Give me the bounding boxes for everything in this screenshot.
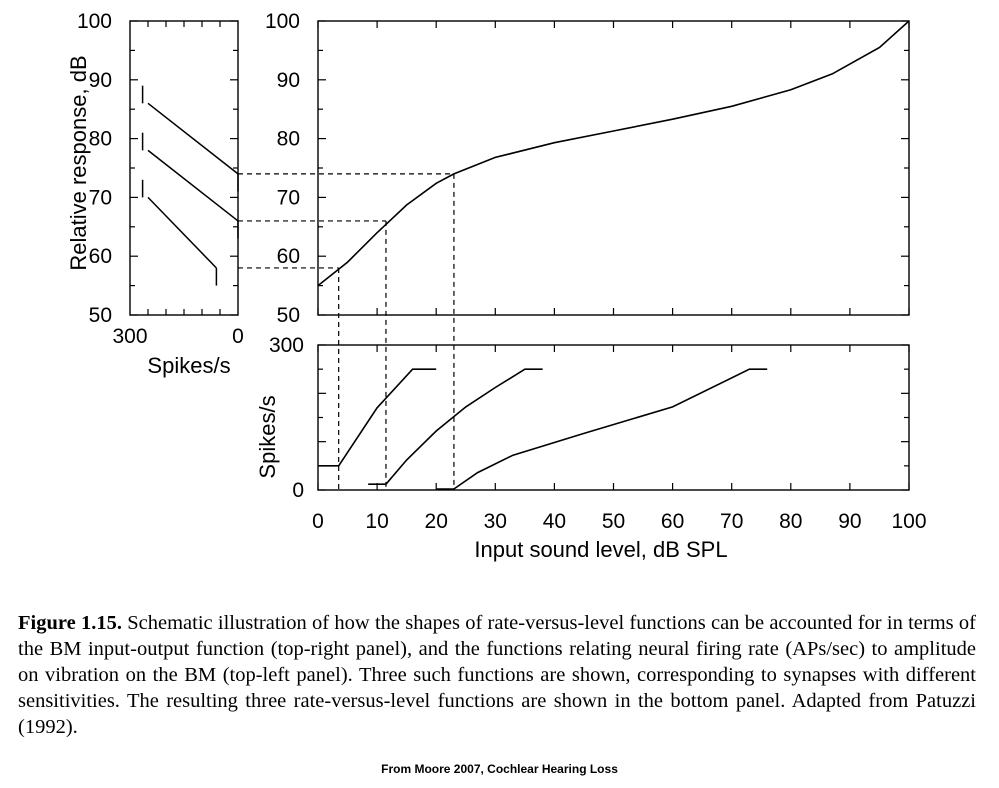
- top-left-y-tick-label: 70: [89, 186, 112, 209]
- figure: 50 60 70 80 90 100 50 60 70 80 90 100 300 0 0 10 20 30 4…: [66, 10, 927, 562]
- bottom-x-tick-label: 90: [838, 510, 861, 533]
- bottom-y-axis-label: Spikes/s: [255, 395, 280, 478]
- bottom-x-tick-label: 0: [312, 510, 324, 533]
- top-left-y-tick-label: 80: [89, 128, 112, 151]
- bottom-x-tick-label: 10: [365, 510, 388, 533]
- bm-io-curve: [317, 20, 910, 287]
- rate-function-line: [147, 196, 217, 269]
- source-credit: From Moore 2007, Cochlear Hearing Loss: [381, 762, 618, 776]
- bottom-x-tick-label: 100: [891, 510, 926, 533]
- bottom-y-tick-label: 300: [269, 334, 304, 357]
- top-left-y-tick-label: 90: [89, 69, 112, 92]
- reference-lines: [238, 173, 455, 490]
- bottom-x-tick-label: 50: [602, 510, 625, 533]
- top-left-y-axis-label: Relative response, dB: [66, 55, 91, 270]
- bottom-x-tick-label: 70: [720, 510, 743, 533]
- rate-level-curve: [368, 368, 543, 486]
- figure-caption-label: Figure 1.15.: [18, 612, 122, 634]
- top-left-x-tick-label: 300: [112, 325, 147, 348]
- top-left-frame: [129, 20, 239, 316]
- bottom-x-axis-label: Input sound level, dB SPL: [474, 537, 727, 562]
- bottom-x-tick-label: 60: [661, 510, 684, 533]
- bottom-y-tick-label: 0: [292, 479, 304, 502]
- top-left-y-tick-label: 60: [89, 245, 112, 268]
- bottom-panel: 0 10 20 30 40 50 60 70 80 90 100 0 300: [269, 334, 927, 533]
- bottom-x-tick-label: 80: [779, 510, 802, 533]
- top-right-y-tick-label: 70: [277, 186, 300, 209]
- bottom-frame: [317, 344, 910, 491]
- top-right-y-tick-label: 80: [277, 128, 300, 151]
- bottom-x-tick-label: 30: [484, 510, 507, 533]
- figure-caption-text: Schematic illustration of how the shapes…: [18, 612, 976, 738]
- rate-function-line: [147, 149, 239, 222]
- top-right-frame: [317, 20, 910, 316]
- top-right-y-tick-label: 100: [265, 10, 300, 33]
- top-left-y-tick-label: 50: [89, 304, 112, 327]
- top-right-y-tick-label: 90: [277, 69, 300, 92]
- top-left-x-tick-label: 0: [232, 325, 244, 348]
- top-right-y-tick-label: 60: [277, 245, 300, 268]
- rate-function-line: [147, 102, 239, 175]
- figure-caption: Figure 1.15. Schematic illustration of h…: [18, 610, 976, 740]
- top-right-y-tick-label: 50: [277, 304, 300, 327]
- rate-level-curve: [436, 368, 768, 490]
- bottom-x-tick-label: 40: [543, 510, 566, 533]
- top-right-panel: 50 60 70 80 90 100: [265, 10, 910, 327]
- top-left-x-axis-label: Spikes/s: [147, 353, 230, 378]
- rate-level-curve: [318, 368, 437, 467]
- top-left-panel: 50 60 70 80 90 100 300 0: [77, 10, 244, 348]
- top-left-y-tick-label: 100: [77, 10, 112, 33]
- bottom-x-tick-label: 20: [425, 510, 448, 533]
